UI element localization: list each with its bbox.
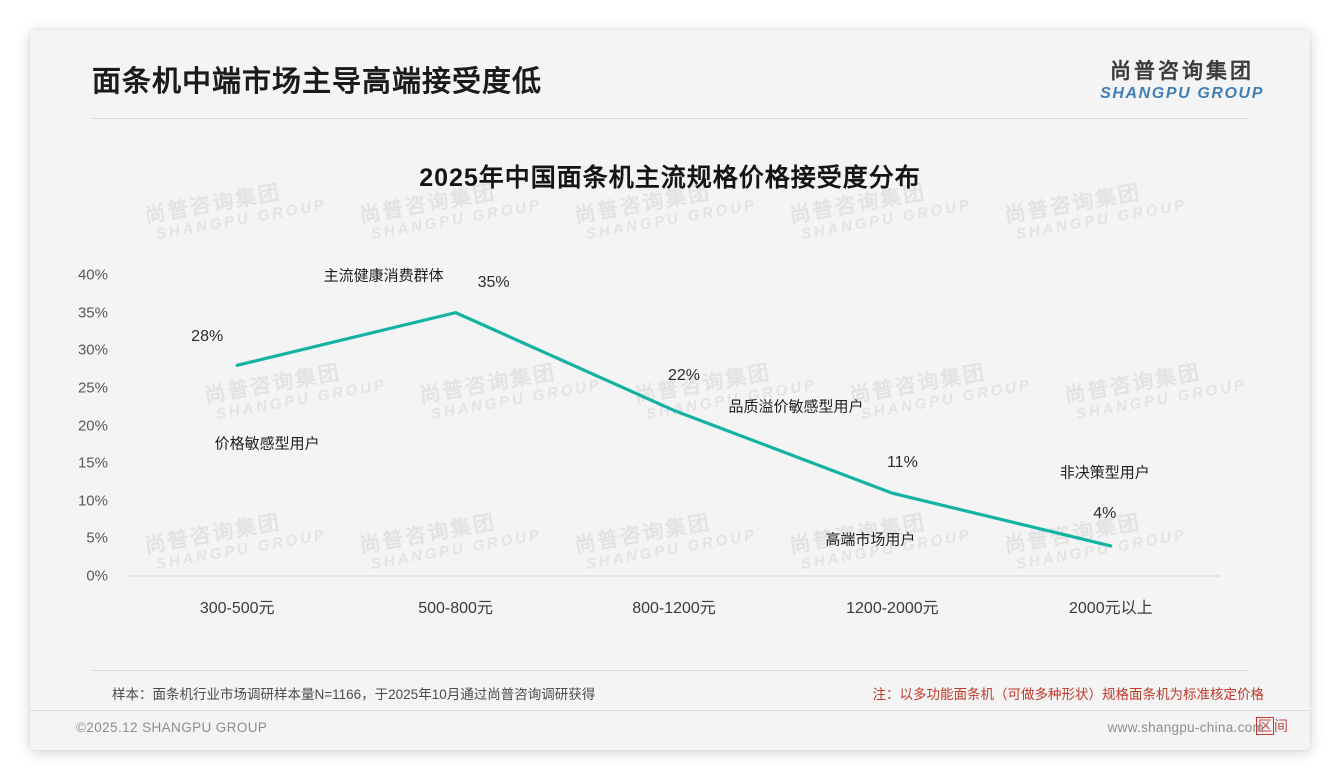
data-point-annotation: 主流健康消费群体 [323, 267, 444, 285]
y-axis-tick-label: 20% [77, 417, 108, 434]
page-title: 面条机中端市场主导高端接受度低 [92, 66, 543, 98]
y-axis-tick-label: 30% [77, 341, 108, 359]
footer-divider [30, 710, 1310, 711]
x-axis-tick-label: 800-1200元 [632, 600, 716, 617]
y-axis-tick-label: 0% [86, 567, 108, 585]
data-point-annotation: 高端市场用户 [825, 531, 916, 549]
x-axis-tick-label: 500-800元 [418, 600, 493, 617]
y-axis-tick-label: 40% [77, 266, 108, 284]
x-axis-tick-label: 2000元以上 [1068, 600, 1153, 617]
header-divider [92, 118, 1248, 119]
chart-title: 2025年中国面条机主流规格价格接受度分布 [419, 164, 921, 192]
website-url: www.shangpu-china.com [1107, 720, 1264, 735]
methodology-note: 注：以多功能面条机（可做多种形状）规格面条机为标准核定价格 [872, 687, 1265, 702]
x-axis-tick-label: 1200-2000元 [846, 600, 939, 617]
y-axis-tick-label: 10% [77, 492, 108, 510]
annotation-tail-char: 间 [1274, 718, 1288, 734]
data-point-annotation: 非决策型用户 [1059, 464, 1150, 482]
y-axis-tick-label: 25% [77, 379, 108, 397]
data-value-label: 28% [191, 328, 224, 346]
annotation-overlay-badge: 区间 [1256, 716, 1288, 736]
logo-chinese-text: 尚普咨询集团 [1110, 60, 1255, 83]
x-axis-tick-label: 300-500元 [199, 600, 275, 617]
chart-canvas [128, 311, 1220, 577]
y-axis-tick-label: 5% [86, 529, 108, 547]
footnote-divider [92, 670, 1248, 671]
y-axis-tick-label: 35% [77, 304, 108, 322]
sample-note: 样本：面条机行业市场调研样本量N=1166，于2025年10月通过尚普咨询调研获… [112, 687, 596, 702]
annotation-boxed-char: 区 [1256, 717, 1274, 735]
data-value-label: 11% [886, 454, 918, 472]
slide-header: 面条机中端市场主导高端接受度低 尚普咨询集团 SHANGPU GROUP [30, 30, 1310, 120]
series-line [235, 311, 1113, 548]
data-value-label: 4% [1093, 504, 1117, 522]
company-logo: 尚普咨询集团 SHANGPU GROUP [1100, 60, 1264, 103]
data-value-label: 35% [477, 273, 510, 291]
logo-english-text: SHANGPU GROUP [1100, 85, 1264, 103]
copyright-text: ©2025.12 SHANGPU GROUP [76, 720, 268, 735]
slide-canvas: 尚普咨询集团 SHANGPU GROUP 尚普咨询集团 SHANGPU GROUP 尚普… [30, 30, 1310, 750]
line-chart: 0% 5% 10% 15% 20% 25% 30% 35% 40% 300-500元 500-80… [30, 30, 1310, 750]
y-axis-tick-label: 15% [77, 454, 108, 472]
data-value-label: 22% [667, 367, 701, 385]
data-point-annotation: 品质溢价敏感型用户 [728, 398, 864, 416]
data-point-annotation: 价格敏感型用户 [214, 435, 320, 453]
